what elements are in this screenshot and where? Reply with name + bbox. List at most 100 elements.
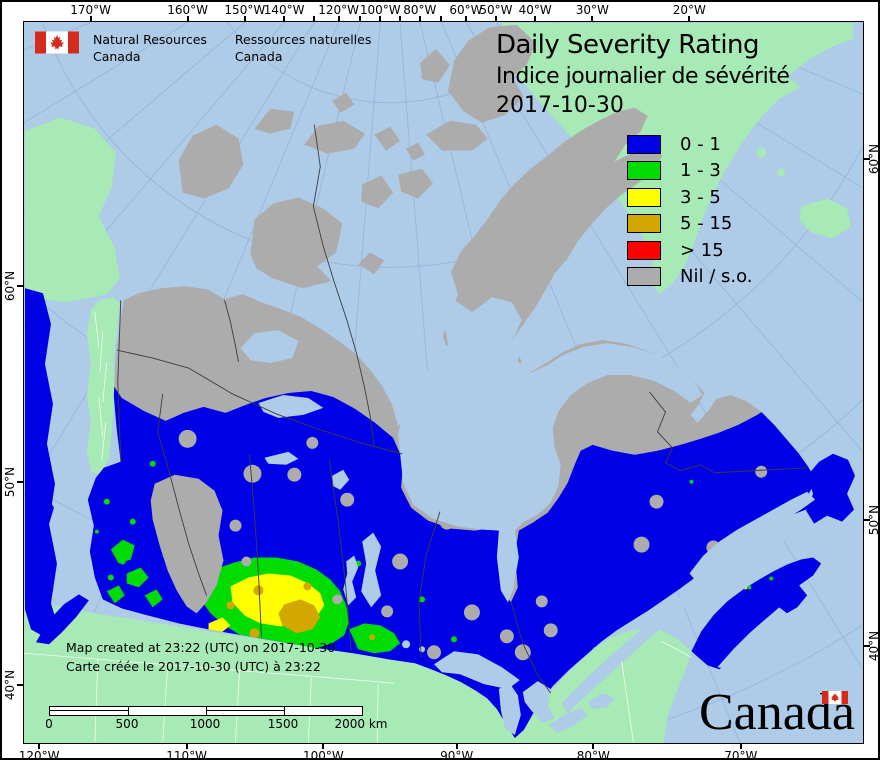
canada-flag-icon <box>35 31 79 54</box>
legend-label: 0 - 1 <box>680 134 721 155</box>
lon-tick <box>455 744 458 749</box>
legend-label: 1 - 3 <box>680 160 721 182</box>
foxe-basin <box>471 297 522 345</box>
scale-bar <box>49 706 363 716</box>
map-title-block: Daily Severity Rating Indice journalier … <box>496 29 790 120</box>
state-lines-group <box>24 312 692 743</box>
lake-reindeer <box>332 469 350 490</box>
lat-tick <box>864 645 870 647</box>
agency-fr-line2: Canada <box>234 49 283 64</box>
lake-great-slave <box>258 394 324 418</box>
scale-bar-labels: 0 500 1000 1500 2000 km <box>45 717 387 731</box>
agency-name-en: Natural Resources Canada <box>93 31 207 65</box>
lon-label: 80°W <box>576 749 610 760</box>
scale-label: 500 <box>115 717 139 731</box>
borders-group <box>116 124 808 694</box>
lake-erie <box>548 708 588 734</box>
lon-label: 30°W <box>575 3 609 17</box>
page-title: Daily Severity Rating <box>496 30 760 60</box>
lat-label: 50°N <box>3 466 17 498</box>
legend-swatch-gt15 <box>627 240 661 260</box>
agency-en-line1: Natural Resources <box>93 32 207 47</box>
lake-great-bear <box>240 330 299 364</box>
scale-label: 1500 <box>267 717 299 731</box>
map-canvas[interactable] <box>24 22 863 743</box>
region-iceland <box>799 198 852 239</box>
lon-label: 140°W <box>263 3 305 17</box>
map-date: 2017-10-30 <box>496 93 624 118</box>
nrcan-logo: Natural Resources Canada Ressources natu… <box>35 31 371 65</box>
lon-label: 80°W <box>403 3 437 17</box>
lon-label: 120°W <box>18 749 60 760</box>
lon-label: 100°W <box>302 749 344 760</box>
lat-tick <box>864 519 870 521</box>
legend-swatch-5-15 <box>627 214 661 234</box>
lon-label: 160°W <box>167 3 209 17</box>
region-alaska-panhandle <box>86 297 120 474</box>
agency-name-fr: Ressources naturelles Canada <box>235 31 371 65</box>
legend-label: > 15 <box>680 239 724 261</box>
lon-label: 150°W <box>224 3 266 17</box>
lon-label: 70°W <box>724 749 758 760</box>
map-created-fr: Carte créée le 2017-10-30 (UTC) à 23:22 <box>66 659 321 674</box>
scale-label: 1000 <box>189 717 221 731</box>
lon-label: 20°W <box>672 3 706 17</box>
region-alaska <box>24 117 120 303</box>
lon-label: 40°W <box>518 3 552 17</box>
map-created-en: Map created at 23:22 (UTC) on 2017-10-30 <box>66 640 336 655</box>
lat-label: 40°N <box>867 630 880 662</box>
lat-label: 60°N <box>867 143 880 175</box>
legend-item: 3 - 5 <box>627 186 753 208</box>
scale-segment <box>206 707 284 715</box>
scale-label: 0 <box>45 717 53 731</box>
lon-label: 100°W <box>359 3 401 17</box>
canada-wordmark: Canada <box>699 686 855 740</box>
legend-label: 5 - 15 <box>680 213 733 235</box>
nil-pockets <box>78 429 768 661</box>
lake-huron <box>522 681 555 724</box>
legend-item: Nil / s.o. <box>627 265 753 287</box>
lat-label: 60°N <box>3 270 17 302</box>
page-title-fr: Indice journalier de sévérité <box>496 64 790 89</box>
lake-winnipeg <box>361 532 382 608</box>
scale-label: 2000 km <box>334 717 388 731</box>
lakes-group <box>240 297 816 736</box>
lon-tick <box>592 744 595 749</box>
lat-label: 50°N <box>867 504 880 536</box>
region-greenland <box>499 22 854 295</box>
lat-tick <box>864 158 870 160</box>
legend-swatch-0-1 <box>627 135 661 154</box>
map-frame <box>23 21 864 744</box>
lon-label: 110°W <box>166 749 208 760</box>
lake-winnipegosis <box>343 555 359 606</box>
wordmark-flag-icon <box>822 691 848 704</box>
legend-item: 5 - 15 <box>627 213 753 235</box>
legend: 0 - 1 1 - 3 3 - 5 5 - 15 > 15 Nil / s.o. <box>627 134 753 293</box>
lake-ontario <box>587 693 615 710</box>
legend-label: Nil / s.o. <box>680 265 753 287</box>
legend-swatch-3-5 <box>627 187 661 207</box>
legend-label: 3 - 5 <box>680 186 721 208</box>
legend-swatch-1-3 <box>627 161 661 181</box>
lake-michigan <box>498 682 521 736</box>
lon-tick <box>322 744 325 749</box>
legend-item: 0 - 1 <box>627 134 753 155</box>
gulf-st-lawrence <box>689 491 816 584</box>
lon-label: 170°W <box>70 3 112 17</box>
legend-item: 1 - 3 <box>627 160 753 182</box>
agency-en-line2: Canada <box>93 49 141 64</box>
st-lawrence-river <box>561 593 694 714</box>
scale-segment <box>284 707 362 715</box>
scale-segment <box>50 707 128 715</box>
lon-label: 90°W <box>440 749 474 760</box>
agency-fr-line1: Ressources naturelles <box>234 32 372 47</box>
lon-label: 50°W <box>479 3 513 17</box>
legend-swatch-nil <box>627 266 661 286</box>
scale-segment <box>128 707 206 715</box>
lon-label: 120°W <box>318 3 360 17</box>
map-created-note: Map created at 23:22 (UTC) on 2017-10-30… <box>66 638 335 676</box>
lake-hudson-bay <box>398 299 703 603</box>
lake-superior <box>434 651 520 690</box>
legend-item: > 15 <box>627 239 753 261</box>
